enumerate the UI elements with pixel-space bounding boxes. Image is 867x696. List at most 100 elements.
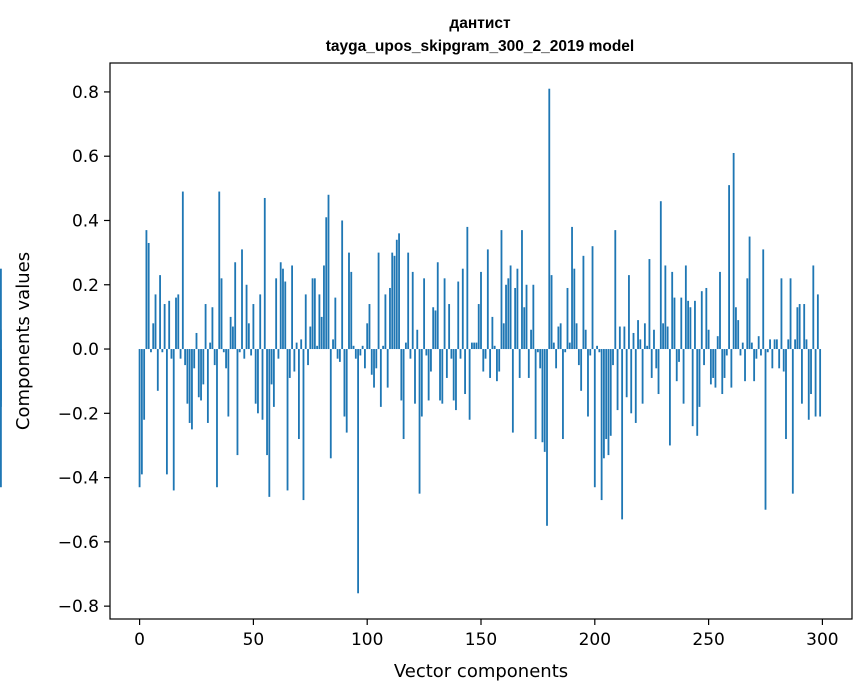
bar xyxy=(625,349,628,398)
bar xyxy=(266,349,268,456)
bar xyxy=(605,349,608,440)
bar xyxy=(507,278,510,350)
bar xyxy=(684,265,687,350)
bar xyxy=(662,323,664,350)
bar xyxy=(402,349,405,440)
bar xyxy=(379,349,382,407)
bar xyxy=(222,349,225,353)
bar xyxy=(753,349,756,382)
bar xyxy=(491,316,494,350)
bar xyxy=(493,345,496,350)
bar xyxy=(632,332,635,350)
bar xyxy=(216,349,218,488)
bar xyxy=(612,349,614,366)
chart-title: дантист xyxy=(449,15,511,32)
bar xyxy=(623,326,626,350)
bar xyxy=(213,349,216,366)
bar xyxy=(500,230,503,350)
bar xyxy=(621,349,624,520)
bar xyxy=(803,304,806,350)
bar xyxy=(220,278,223,350)
bar xyxy=(277,349,280,359)
bar xyxy=(416,329,419,350)
bar xyxy=(279,262,282,350)
bar xyxy=(741,342,744,350)
bar xyxy=(514,287,517,350)
bar xyxy=(202,349,205,385)
bar xyxy=(546,349,548,526)
bar xyxy=(259,294,262,350)
bar xyxy=(687,300,690,350)
bar xyxy=(298,349,300,440)
bar xyxy=(161,349,164,353)
bar xyxy=(760,349,762,356)
bar xyxy=(275,278,278,350)
bar xyxy=(430,349,432,372)
bar xyxy=(814,349,817,417)
bar xyxy=(225,349,227,369)
bar xyxy=(432,307,435,350)
bar xyxy=(147,242,150,350)
bar xyxy=(227,349,230,417)
bar xyxy=(263,197,266,350)
bar xyxy=(630,349,633,414)
bar xyxy=(350,271,353,350)
bar xyxy=(773,339,776,350)
bar xyxy=(525,284,528,350)
x-axis-label: Vector components xyxy=(394,661,568,682)
bar xyxy=(598,349,601,353)
bar xyxy=(459,349,462,359)
bar xyxy=(534,349,537,440)
bar xyxy=(307,349,309,366)
bar xyxy=(805,339,808,350)
bar xyxy=(0,349,2,488)
bar xyxy=(461,268,464,350)
bar xyxy=(555,349,558,369)
bar xyxy=(457,281,460,350)
bar xyxy=(591,246,594,350)
bar xyxy=(364,349,366,369)
x-tick-label: 250 xyxy=(692,630,724,650)
bar xyxy=(261,349,264,420)
bar xyxy=(477,304,480,350)
bar xyxy=(737,320,740,350)
bar xyxy=(650,349,653,378)
bar xyxy=(439,349,441,401)
bar xyxy=(345,349,348,433)
bar xyxy=(247,323,250,350)
bar xyxy=(475,342,478,350)
bar xyxy=(250,349,253,356)
x-tick-label: 200 xyxy=(579,630,611,650)
bar xyxy=(245,284,248,350)
bar xyxy=(211,307,214,350)
bar xyxy=(637,320,639,350)
bar xyxy=(204,304,207,350)
bar xyxy=(352,345,355,350)
bar xyxy=(236,349,239,456)
bar xyxy=(423,278,426,350)
bar xyxy=(188,349,191,423)
bar xyxy=(680,297,683,350)
bar xyxy=(653,329,655,350)
bar xyxy=(336,349,339,359)
bar xyxy=(368,304,371,350)
bar xyxy=(744,349,746,382)
bar xyxy=(509,265,512,350)
bar xyxy=(705,287,708,350)
bar xyxy=(313,278,316,350)
bar xyxy=(200,349,202,401)
bar xyxy=(443,278,446,350)
bar xyxy=(398,233,400,350)
bar xyxy=(552,342,555,350)
bar xyxy=(450,349,453,359)
y-tick-label: 0.6 xyxy=(72,147,99,167)
bar xyxy=(218,191,221,350)
bar xyxy=(787,339,790,350)
bar xyxy=(186,349,189,404)
y-tick-label: 0.4 xyxy=(72,211,99,231)
bar xyxy=(641,349,644,404)
bar xyxy=(411,271,414,350)
bar xyxy=(320,316,323,350)
bar xyxy=(675,349,678,382)
